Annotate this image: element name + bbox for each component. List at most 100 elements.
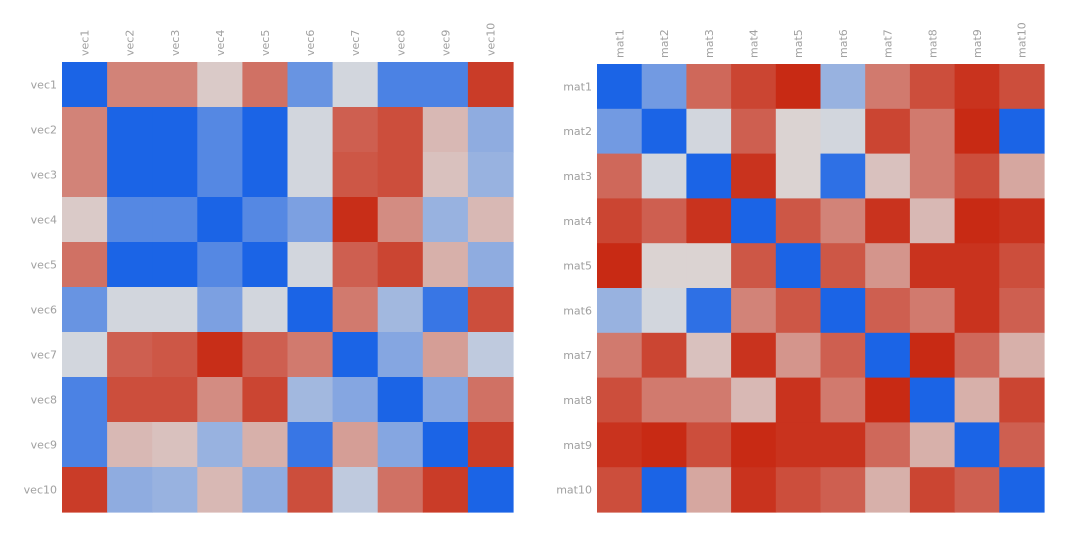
- y-tick-label-vec8: vec8: [31, 394, 57, 407]
- y-tick-label-vec2: vec2: [31, 124, 57, 137]
- heatmap-cell-mat4-mat5: [775, 198, 822, 244]
- heatmap-cell-vec2-vec4: [197, 107, 243, 153]
- heatmap-cell-vec6-vec1: [62, 287, 108, 333]
- heatmap-cell-mat9-mat4: [731, 422, 777, 468]
- heatmap-cell-mat7-mat1: [597, 332, 643, 379]
- heatmap-cell-mat1-mat4: [731, 64, 777, 110]
- heatmap-cell-mat9-mat3: [686, 422, 732, 468]
- heatmap-cell-vec5-vec9: [422, 242, 469, 288]
- heatmap-cell-vec10-vec1: [62, 467, 108, 513]
- heatmap-cell-mat2-mat1: [597, 108, 643, 155]
- heatmap-cell-mat1-mat5: [775, 64, 822, 110]
- y-tick-label-mat5: mat5: [563, 260, 592, 273]
- heatmap-cell-vec6-vec8: [377, 287, 424, 333]
- y-tick-label-mat1: mat1: [563, 80, 592, 93]
- y-tick-label-mat10: mat10: [556, 484, 592, 497]
- heatmap-cell-vec3-vec2: [107, 152, 153, 198]
- heatmap-cell-vec10-vec4: [197, 467, 243, 513]
- heatmap-cell-vec2-vec9: [422, 107, 469, 153]
- heatmap-cell-vec3-vec5: [242, 152, 289, 198]
- heatmap-cell-vec2-vec1: [62, 107, 108, 153]
- heatmap-cell-vec5-vec1: [62, 242, 108, 288]
- heatmap-cell-vec7-vec2: [107, 332, 153, 378]
- heatmap-cell-mat5-mat2: [641, 243, 687, 289]
- heatmap-cell-vec2-vec3: [152, 107, 198, 153]
- heatmap-mat-panel: mat1 mat2 mat3 mat4 mat5 mat6 mat7 mat8 mat9 mat1…: [533, 0, 1066, 534]
- heatmap-cell-vec7-vec1: [62, 332, 108, 378]
- heatmap-vec-panel: vec1 vec2 vec3 vec4 vec5 vec6 vec7 vec8 vec9 vec1…: [24, 23, 514, 513]
- heatmap-cell-mat9-mat1: [597, 422, 643, 468]
- heatmap-cell-vec7-vec6: [287, 332, 334, 378]
- heatmap-cell-vec4-vec9: [422, 197, 469, 243]
- x-tick-label-vec3: vec3: [169, 30, 182, 56]
- heatmap-cell-mat8-mat6: [820, 377, 866, 423]
- heatmap-cell-vec3-vec1: [62, 152, 108, 198]
- heatmap-cell-vec8-vec5: [242, 377, 289, 423]
- heatmap-cell-mat1-mat8: [909, 64, 956, 110]
- heatmap-cell-vec8-vec9: [422, 377, 469, 423]
- heatmap-cell-vec8-vec7: [332, 377, 379, 423]
- heatmap-cell-mat4-mat2: [641, 198, 687, 244]
- y-tick-label-vec10: vec10: [24, 484, 57, 497]
- heatmap-cell-mat3-mat10: [999, 153, 1045, 199]
- heatmap-cell-mat2-mat6: [820, 108, 866, 155]
- heatmap-cell-mat5-mat4: [731, 243, 777, 289]
- heatmap-cell-mat9-mat7: [865, 422, 911, 468]
- heatmap-cell-vec10-vec8: [377, 467, 424, 513]
- heatmap-cell-mat6-mat9: [954, 288, 1000, 334]
- y-tick-label-mat7: mat7: [563, 349, 592, 362]
- heatmap-cell-mat6-mat3: [686, 288, 732, 334]
- heatmap-cell-mat8-mat4: [731, 377, 777, 423]
- heatmap-cell-vec4-vec2: [107, 197, 153, 243]
- heatmap-cell-mat4-mat7: [865, 198, 911, 244]
- x-tick-label-vec4: vec4: [214, 30, 227, 56]
- heatmap-cell-mat3-mat7: [865, 153, 911, 199]
- heatmap-cell-vec1-vec4: [197, 62, 243, 108]
- heatmap-cell-vec5-vec4: [197, 242, 243, 288]
- x-tick-label-vec2: vec2: [124, 30, 137, 56]
- heatmap-cell-mat8-mat7: [865, 377, 911, 423]
- heatmap-cell-mat5-mat6: [820, 243, 866, 289]
- y-tick-label-vec5: vec5: [31, 259, 57, 272]
- heatmap-cell-mat5-mat10: [999, 243, 1045, 289]
- heatmap-cell-vec8-vec1: [62, 377, 108, 423]
- heatmap-cell-mat5-mat7: [865, 243, 911, 289]
- heatmap-cell-mat9-mat9: [954, 422, 1000, 468]
- heatmap-vec-chart: vec1 vec2 vec3 vec4 vec5 vec6 vec7 vec8 vec9 vec1…: [24, 23, 514, 513]
- heatmap-cell-vec7-vec3: [152, 332, 198, 378]
- heatmap-cell-vec3-vec3: [152, 152, 198, 198]
- heatmap-cell-vec7-vec7: [332, 332, 379, 378]
- heatmap-cell-vec10-vec7: [332, 467, 379, 513]
- heatmap-cell-vec10-vec9: [422, 467, 469, 513]
- y-tick-label-vec6: vec6: [31, 304, 57, 317]
- heatmap-cell-mat7-mat3: [686, 332, 732, 379]
- heatmap-cell-mat7-mat9: [954, 332, 1000, 379]
- heatmap-cell-vec7-vec5: [242, 332, 289, 378]
- heatmap-cell-mat10-mat4: [731, 467, 777, 513]
- heatmap-cell-vec6-vec10: [467, 287, 514, 333]
- x-tick-label-mat8: mat8: [926, 29, 939, 58]
- heatmap-cell-mat8-mat5: [775, 377, 822, 423]
- heatmap-cell-vec1-vec6: [287, 62, 334, 108]
- heatmap-cell-mat2-mat4: [731, 108, 777, 155]
- heatmap-cell-mat6-mat7: [865, 288, 911, 334]
- x-tick-label-mat3: mat3: [703, 29, 716, 58]
- x-tick-label-vec8: vec8: [394, 30, 407, 56]
- heatmap-cell-mat2-mat5: [775, 108, 822, 155]
- x-tick-label-mat6: mat6: [837, 29, 850, 58]
- heatmap-cell-mat4-mat6: [820, 198, 866, 244]
- heatmap-cell-vec9-vec2: [107, 422, 153, 468]
- heatmap-cell-vec1-vec10: [467, 62, 514, 108]
- heatmap-cell-mat9-mat5: [775, 422, 822, 468]
- heatmap-cell-vec3-vec4: [197, 152, 243, 198]
- heatmap-cell-vec8-vec2: [107, 377, 153, 423]
- y-tick-label-mat4: mat4: [563, 215, 592, 228]
- heatmap-cell-mat5-mat8: [909, 243, 956, 289]
- heatmap-cell-vec6-vec9: [422, 287, 469, 333]
- heatmap-cell-vec5-vec8: [377, 242, 424, 288]
- heatmap-cell-vec2-vec6: [287, 107, 334, 153]
- heatmap-cell-mat5-mat3: [686, 243, 732, 289]
- heatmap-cell-mat3-mat9: [954, 153, 1000, 199]
- heatmap-cell-mat10-mat3: [686, 467, 732, 513]
- heatmap-cell-vec4-vec1: [62, 197, 108, 243]
